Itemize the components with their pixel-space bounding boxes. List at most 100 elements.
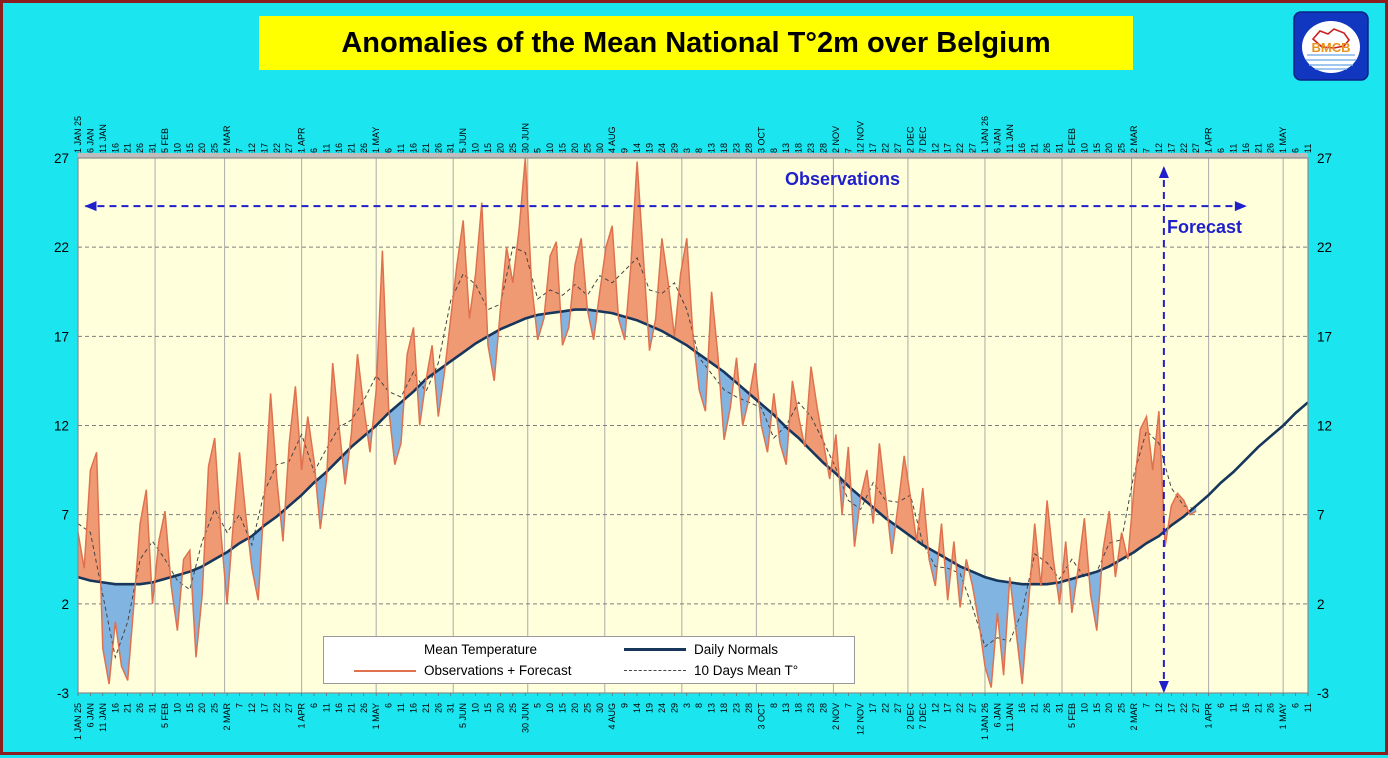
- x-tick-label: 18: [719, 703, 729, 713]
- x-tick-label: 5 FEB: [160, 703, 170, 728]
- legend-item-observations-forecast: Observations + Forecast: [324, 663, 624, 678]
- x-tick-label: 12 NOV: [856, 121, 866, 153]
- legend-label-ten-day-mean: 10 Days Mean T°: [694, 663, 798, 678]
- y-axis-label-right: -3: [1317, 686, 1329, 701]
- y-axis-label-right: 12: [1317, 419, 1332, 434]
- y-axis-label-right: 7: [1317, 508, 1325, 523]
- legend-item-mean-temperature: Mean Temperature: [324, 642, 624, 657]
- x-tick-label: 7: [1141, 703, 1151, 708]
- x-tick-label: 31: [446, 703, 456, 713]
- y-axis-label-right: 2: [1317, 597, 1325, 612]
- x-tick-label: 1 JAN 26: [980, 116, 990, 153]
- x-tick-label: 26: [1042, 703, 1052, 713]
- x-tick-label: 10: [545, 703, 555, 713]
- legend-row: Mean Temperature Daily Normals: [324, 640, 854, 659]
- chart-legend: Mean Temperature Daily Normals Observati…: [323, 636, 855, 684]
- legend-label-mean-temperature: Mean Temperature: [424, 642, 537, 657]
- y-axis-label-left: 12: [54, 419, 69, 434]
- x-tick-label: 1 APR: [1204, 127, 1214, 153]
- x-tick-label: 22: [1179, 703, 1189, 713]
- x-tick-label: 25: [1117, 703, 1127, 713]
- x-tick-label: 4 AUG: [607, 126, 617, 153]
- x-tick-label: 5 JUN: [458, 128, 468, 153]
- x-tick-label: 27: [284, 703, 294, 713]
- x-tick-label: 10: [1079, 703, 1089, 713]
- x-tick-label: 28: [744, 703, 754, 713]
- x-tick-label: 7: [235, 703, 245, 708]
- x-tick-label: 25: [582, 703, 592, 713]
- x-tick-label: 21: [1030, 703, 1040, 713]
- x-tick-label: 5 JUN: [458, 703, 468, 728]
- x-tick-label: 6 JAN: [992, 128, 1002, 153]
- x-tick-label: 2 MAR: [222, 703, 232, 731]
- x-tick-label: 23: [731, 703, 741, 713]
- x-tick-label: 2 NOV: [831, 703, 841, 730]
- x-tick-label: 3: [682, 703, 692, 708]
- x-tick-label: 20: [495, 703, 505, 713]
- x-tick-label: 12: [247, 703, 257, 713]
- x-tick-label: 29: [669, 703, 679, 713]
- legend-item-ten-day-mean: 10 Days Mean T°: [624, 663, 854, 678]
- legend-row: Observations + Forecast 10 Days Mean T°: [324, 661, 854, 680]
- x-tick-label: 9: [620, 703, 630, 708]
- daily-normals-line-sample: [624, 648, 686, 651]
- x-tick-label: 15: [185, 703, 195, 713]
- x-tick-label: 21: [1253, 703, 1263, 713]
- x-tick-label: 1 APR: [297, 703, 307, 729]
- x-tick-label: 17: [1166, 703, 1176, 713]
- y-axis-label-left: 2: [61, 597, 69, 612]
- x-tick-label: 3 OCT: [756, 703, 766, 730]
- x-tick-label: 16: [110, 703, 120, 713]
- x-tick-label: 13: [781, 703, 791, 713]
- x-tick-label: 10: [172, 703, 182, 713]
- bmcb-logo-icon: BMCB: [1293, 11, 1369, 81]
- y-axis-label-right: 27: [1317, 151, 1332, 166]
- x-tick-label: 10: [471, 703, 481, 713]
- x-tick-label: 12: [930, 703, 940, 713]
- bmcb-logo: BMCB: [1293, 11, 1369, 81]
- x-tick-label: 20: [197, 703, 207, 713]
- x-tick-label: 17: [868, 703, 878, 713]
- x-tick-label: 6 JAN: [992, 703, 1002, 728]
- x-tick-label: 2 NOV: [831, 126, 841, 153]
- y-axis-label-left: 22: [54, 240, 69, 255]
- x-tick-label: 4 AUG: [607, 703, 617, 730]
- x-tick-label: 7: [843, 703, 853, 708]
- x-tick-label: 11 JAN: [98, 703, 108, 732]
- x-tick-label: 26: [135, 703, 145, 713]
- x-tick-label: 2 DEC: [905, 126, 915, 153]
- x-tick-label: 20: [570, 703, 580, 713]
- x-tick-label: 11: [321, 703, 331, 712]
- legend-label-daily-normals: Daily Normals: [694, 642, 778, 657]
- x-tick-label: 2 MAR: [222, 125, 232, 153]
- x-tick-label: 20: [1104, 703, 1114, 713]
- x-tick-label: 1 JAN 26: [980, 703, 990, 740]
- x-tick-label: 22: [955, 703, 965, 713]
- x-tick-label: 1 APR: [1204, 703, 1214, 729]
- x-tick-label: 2 MAR: [1129, 125, 1139, 153]
- x-tick-label: 16: [334, 703, 344, 713]
- x-tick-label: 1 MAY: [1278, 127, 1288, 153]
- y-axis-label-right: 17: [1317, 329, 1332, 344]
- x-tick-label: 6: [384, 703, 394, 708]
- x-tick-label: 26: [433, 703, 443, 713]
- x-tick-label: 11 JAN: [1005, 703, 1015, 732]
- x-tick-label: 16: [1017, 703, 1027, 713]
- x-tick-label: 12: [1154, 703, 1164, 713]
- title-banner: Anomalies of the Mean National T°2m over…: [259, 16, 1133, 70]
- x-tick-label: 14: [632, 703, 642, 713]
- x-tick-label: 22: [881, 703, 891, 713]
- x-tick-label: 11 JAN: [1005, 124, 1015, 153]
- x-tick-label: 27: [968, 703, 978, 713]
- x-tick-label: 30: [595, 703, 605, 713]
- x-tick-label: 18: [794, 703, 804, 713]
- x-tick-label: 15: [558, 703, 568, 713]
- forecast-annotation: Forecast: [1167, 217, 1242, 238]
- x-tick-label: 27: [893, 703, 903, 713]
- x-tick-label: 21: [346, 703, 356, 713]
- x-tick-label: 11 JAN: [98, 124, 108, 153]
- x-tick-label: 22: [272, 703, 282, 713]
- y-axis-label-left: 27: [54, 151, 69, 166]
- x-tick-label: 5: [533, 703, 543, 708]
